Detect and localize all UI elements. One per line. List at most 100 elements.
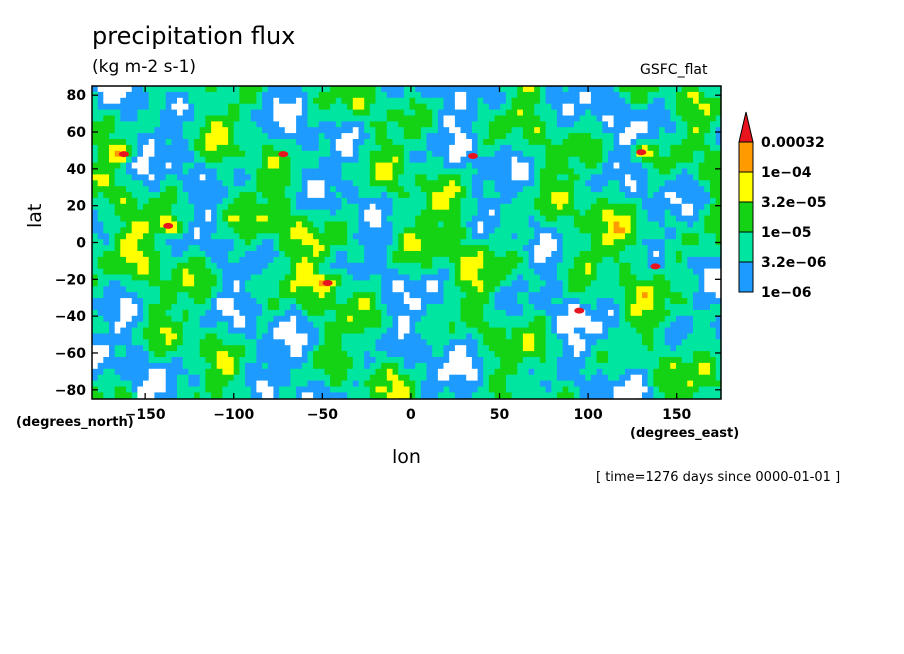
contour-cell <box>148 251 155 258</box>
contour-cell <box>500 203 507 211</box>
contour-cell <box>619 127 626 134</box>
contour-cell <box>205 91 212 99</box>
contour-cell <box>290 345 297 352</box>
contour-cell <box>500 233 507 240</box>
contour-cell <box>290 333 297 340</box>
contour-cell <box>698 156 705 164</box>
contour-cell <box>381 333 388 340</box>
contour-cell <box>347 197 354 205</box>
contour-cell <box>596 180 603 187</box>
contour-cell <box>659 221 666 228</box>
contour-cell <box>608 109 615 117</box>
contour-cell <box>296 115 303 122</box>
contour-cell <box>710 321 717 329</box>
contour-cell <box>579 292 586 299</box>
contour-cell <box>647 121 654 128</box>
contour-cell <box>273 139 280 146</box>
contour-cell <box>171 280 178 287</box>
contour-cell <box>443 221 450 228</box>
contour-cell <box>681 91 688 99</box>
contour-cell <box>590 327 598 335</box>
contour-cell <box>636 239 643 246</box>
contour-cell <box>347 91 354 99</box>
contour-cell <box>205 309 212 317</box>
contour-cell <box>120 162 127 170</box>
contour-cell <box>313 186 320 193</box>
contour-cell <box>642 121 649 128</box>
contour-cell <box>721 139 727 146</box>
contour-cell <box>551 280 558 287</box>
contour-cell <box>188 209 195 217</box>
contour-cell <box>664 327 671 335</box>
contour-cell <box>704 127 711 134</box>
contour-cell <box>205 286 212 293</box>
contour-cell <box>437 103 445 111</box>
contour-cell <box>545 256 552 264</box>
contour-cell <box>590 97 598 105</box>
contour-cell <box>551 156 558 164</box>
contour-cell <box>131 227 138 234</box>
contour-cell <box>318 333 326 340</box>
contour-cell <box>488 339 496 346</box>
contour-cell <box>188 103 195 111</box>
contour-cell <box>517 333 524 340</box>
contour-cell <box>449 339 456 346</box>
contour-cell <box>579 333 586 340</box>
contour-cell <box>341 262 348 270</box>
contour-cell <box>710 168 717 175</box>
contour-cell <box>670 168 677 175</box>
contour-cell <box>625 309 632 317</box>
contour-cell <box>97 315 104 323</box>
contour-cell <box>216 215 223 223</box>
contour-cell <box>500 315 507 323</box>
contour-cell <box>279 262 286 270</box>
contour-cell <box>647 280 654 287</box>
contour-cell <box>511 333 518 340</box>
contour-cell <box>449 233 456 240</box>
contour-cell <box>324 215 331 223</box>
contour-cell <box>352 209 360 217</box>
contour-cell <box>432 115 439 122</box>
contour-cell <box>233 121 240 128</box>
contour-cell <box>245 274 252 281</box>
contour-cell <box>426 180 433 187</box>
contour-cell <box>97 233 104 240</box>
contour-cell <box>233 251 240 258</box>
contour-cell <box>143 162 150 170</box>
contour-cell <box>534 156 541 164</box>
contour-cell <box>381 268 388 276</box>
contour-cell <box>284 321 292 329</box>
contour-cell <box>335 315 343 323</box>
contour-cell <box>613 86 620 93</box>
contour-cell <box>471 168 479 175</box>
contour-cell <box>324 174 331 181</box>
contour-cell <box>245 239 252 246</box>
contour-cell <box>630 203 637 211</box>
contour-cell <box>131 156 138 164</box>
contour-cell <box>602 115 609 122</box>
contour-cell <box>375 233 382 240</box>
contour-cell <box>154 321 161 329</box>
contour-cell <box>211 203 218 211</box>
contour-cell <box>171 109 178 117</box>
contour-cell <box>545 115 552 122</box>
contour-cell <box>420 268 428 276</box>
contour-cell <box>630 333 637 340</box>
contour-cell <box>143 245 150 252</box>
contour-cell <box>228 262 235 270</box>
contour-cell <box>642 245 649 252</box>
contour-cell <box>602 280 609 287</box>
contour-cell <box>290 233 297 240</box>
contour-cell <box>199 262 206 270</box>
contour-cell <box>131 315 138 323</box>
contour-cell <box>279 103 286 111</box>
contour-cell <box>335 97 343 105</box>
contour-cell <box>296 280 303 287</box>
contour-cell <box>233 139 240 146</box>
contour-cell <box>426 97 433 105</box>
contour-cell <box>369 203 377 211</box>
contour-cell <box>590 298 598 305</box>
contour-cell <box>403 262 411 270</box>
contour-cell <box>324 168 331 175</box>
contour-cell <box>352 256 360 264</box>
